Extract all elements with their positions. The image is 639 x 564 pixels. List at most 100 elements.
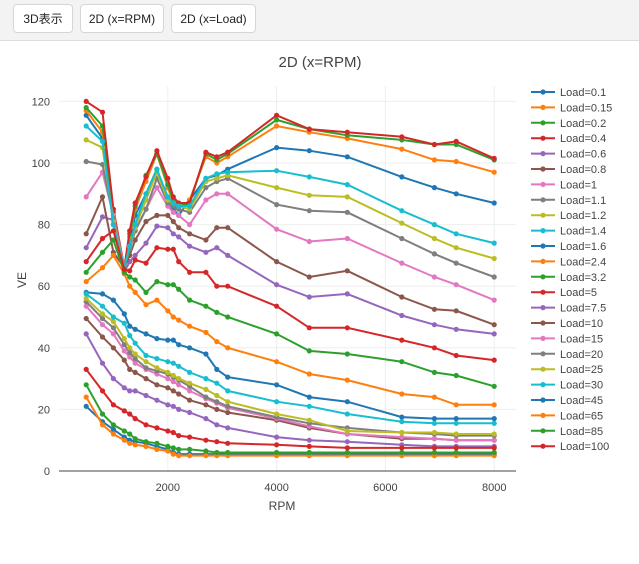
- legend-item[interactable]: Load=65: [531, 410, 603, 422]
- legend-label: Load=0.15: [560, 102, 612, 114]
- legend-item[interactable]: Load=100: [531, 441, 609, 453]
- legend-item[interactable]: Load=10: [531, 318, 603, 330]
- legend-item[interactable]: Load=1: [531, 179, 597, 191]
- legend-item[interactable]: Load=0.8: [531, 164, 606, 176]
- view-2d-rpm-button[interactable]: 2D (x=RPM): [80, 4, 164, 33]
- legend-item[interactable]: Load=0.6: [531, 149, 606, 161]
- legend-item[interactable]: Load=0.4: [531, 133, 606, 145]
- data-point: [344, 268, 350, 274]
- data-point: [170, 314, 176, 320]
- data-point: [143, 331, 149, 337]
- view-3d-button[interactable]: 3D表示: [13, 4, 73, 33]
- legend-item[interactable]: Load=2.4: [531, 256, 606, 268]
- data-point: [170, 282, 176, 288]
- legend-label: Load=1.2: [560, 210, 606, 222]
- legend-swatch-marker: [540, 305, 546, 311]
- data-point: [203, 453, 209, 459]
- data-point: [121, 336, 127, 342]
- data-point: [214, 399, 220, 405]
- data-point: [83, 331, 89, 337]
- series-load-5: [83, 228, 497, 363]
- data-point: [132, 289, 138, 295]
- data-point: [306, 126, 312, 132]
- data-point: [110, 431, 116, 437]
- data-point: [127, 243, 133, 249]
- data-point: [214, 449, 220, 456]
- series-line: [85, 384, 495, 454]
- legend-swatch-marker: [540, 120, 546, 126]
- legend-swatch-marker: [540, 335, 546, 341]
- legend-item[interactable]: Load=0.2: [531, 118, 606, 130]
- y-tick-label: 20: [38, 404, 50, 416]
- data-point: [170, 231, 176, 237]
- legend-item[interactable]: Load=0.1: [531, 87, 606, 99]
- data-point: [132, 340, 138, 346]
- data-point: [165, 308, 171, 314]
- data-point: [165, 376, 171, 382]
- data-point: [306, 274, 312, 280]
- data-point: [225, 345, 231, 351]
- legend-item[interactable]: Load=3.2: [531, 272, 606, 284]
- legend-item[interactable]: Load=0.15: [531, 102, 612, 114]
- y-tick-label: 100: [32, 158, 50, 170]
- data-point: [132, 277, 138, 283]
- data-point: [491, 274, 497, 280]
- legend-item[interactable]: Load=1.4: [531, 226, 606, 238]
- data-point: [83, 315, 89, 322]
- legend-item[interactable]: Load=1.1: [531, 195, 606, 207]
- data-point: [132, 326, 138, 332]
- data-point: [399, 429, 405, 436]
- data-point: [225, 314, 231, 320]
- series-line: [85, 300, 495, 437]
- y-tick-labels: 0 20 40 60 80 100 120: [32, 96, 50, 478]
- data-point: [399, 174, 405, 180]
- legend-label: Load=0.1: [560, 87, 606, 99]
- y-tick-label: 60: [38, 281, 50, 293]
- data-point: [344, 411, 350, 417]
- view-2d-load-button[interactable]: 2D (x=Load): [171, 4, 256, 33]
- data-point: [431, 436, 437, 442]
- legend-item[interactable]: Load=15: [531, 333, 603, 345]
- data-point: [127, 349, 133, 355]
- data-point: [176, 317, 182, 323]
- data-point: [170, 209, 176, 215]
- data-point: [154, 148, 160, 154]
- data-point: [110, 376, 116, 382]
- data-point: [176, 259, 182, 265]
- legend-item[interactable]: Load=1.6: [531, 241, 606, 253]
- data-point: [99, 388, 106, 394]
- data-point: [170, 246, 176, 252]
- legend-swatch-marker: [540, 228, 546, 234]
- series-line: [86, 291, 495, 420]
- data-point: [431, 369, 437, 375]
- data-point: [143, 365, 149, 371]
- data-point: [143, 439, 149, 445]
- data-point: [399, 391, 405, 397]
- data-point: [491, 449, 497, 456]
- data-point: [170, 388, 176, 394]
- x-tick-label: 8000: [482, 482, 506, 494]
- data-point: [187, 453, 193, 459]
- data-point: [203, 386, 209, 392]
- data-point: [274, 359, 280, 365]
- data-point: [187, 297, 193, 303]
- data-point: [154, 440, 160, 446]
- data-point: [154, 336, 160, 342]
- data-point: [431, 394, 437, 400]
- legend-item[interactable]: Load=7.5: [531, 303, 606, 315]
- legend-item[interactable]: Load=30: [531, 380, 603, 392]
- legend-item[interactable]: Load=5: [531, 287, 597, 299]
- data-point: [165, 428, 171, 434]
- data-point: [274, 145, 280, 151]
- data-point: [83, 105, 89, 111]
- legend-item[interactable]: Load=1.2: [531, 210, 606, 222]
- legend-item[interactable]: Load=45: [531, 395, 603, 407]
- legend-item[interactable]: Load=25: [531, 364, 603, 376]
- data-point: [170, 194, 176, 200]
- legend-item[interactable]: Load=20: [531, 349, 603, 361]
- data-point: [453, 437, 459, 443]
- x-tick-label: 4000: [264, 482, 288, 494]
- data-point: [431, 251, 437, 257]
- data-point: [143, 392, 149, 399]
- legend-item[interactable]: Load=85: [531, 426, 603, 438]
